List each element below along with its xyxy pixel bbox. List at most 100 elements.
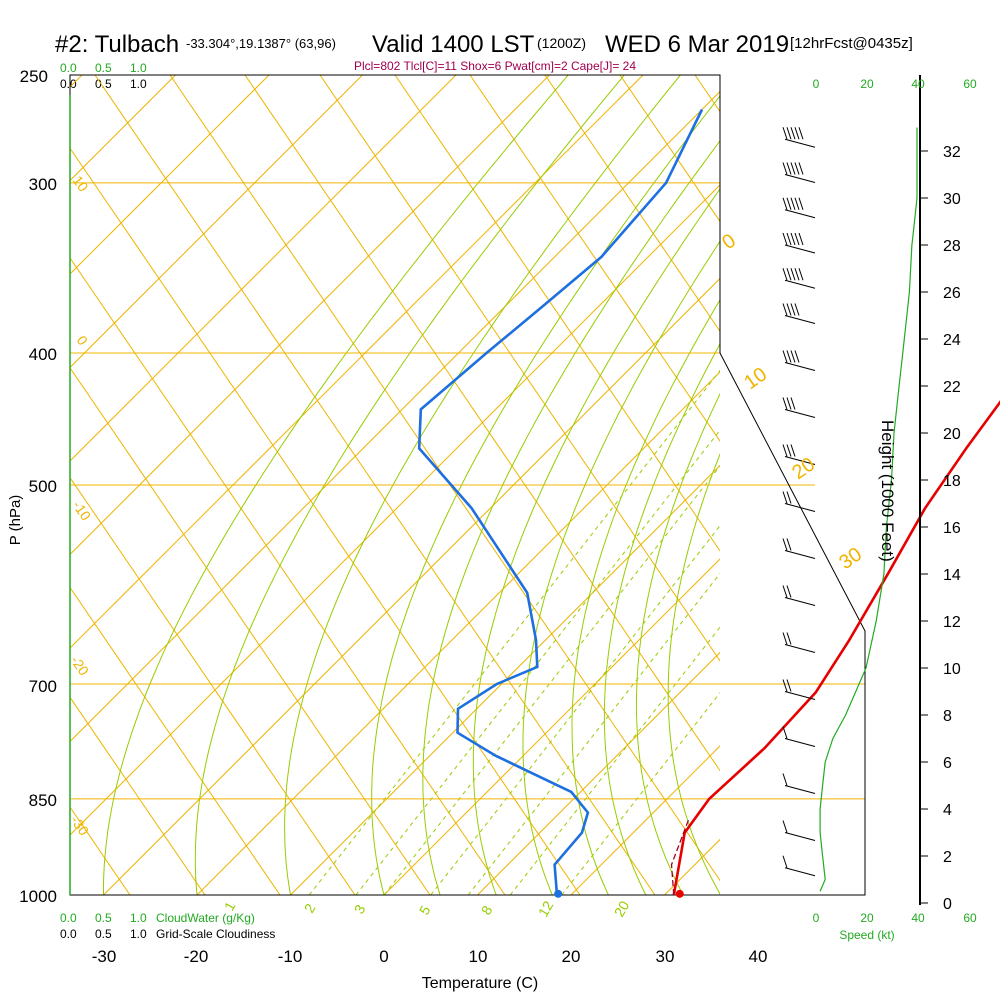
cloudiness-bottom-tick-0: 0.0 <box>60 927 77 941</box>
wind-barb-feather <box>790 127 796 140</box>
wind-barb-feather <box>782 538 788 551</box>
height-axis-label: Height (1000 Feet) <box>878 420 897 562</box>
moist-adiabat-line <box>103 75 569 895</box>
p-tick-300: 300 <box>29 175 57 194</box>
height-tick-label: 26 <box>943 285 961 302</box>
speed-bottom-tick-20: 20 <box>860 911 874 925</box>
wind-barb-feather <box>782 820 788 833</box>
moist-adiabat-line <box>472 188 720 895</box>
cloudiness-top-tick-0: 0.0 <box>60 77 77 91</box>
cloud-top-tick-1: 0.5 <box>95 61 112 75</box>
temperature-axis-label: Temperature (C) <box>422 975 538 992</box>
t-tick-20: 20 <box>562 947 581 966</box>
t-tick-30: 30 <box>656 947 675 966</box>
dewpoint-line <box>417 108 704 896</box>
temperature-line <box>672 400 1000 896</box>
wind-barb-feather <box>786 632 792 645</box>
mixing-label-20: 20 <box>611 898 633 920</box>
wind-barb-feather <box>790 162 796 175</box>
site-title: #2: Tulbach <box>55 31 179 58</box>
moist-adiabat-line <box>571 298 720 895</box>
height-tick-label: 0 <box>943 896 952 913</box>
wind-barb-feather <box>782 232 788 246</box>
cloudiness-bottom-tick-2: 1.0 <box>130 927 147 941</box>
dry-adiabat-line <box>70 696 206 895</box>
wind-barb-feather <box>794 127 800 140</box>
wind-barb-feather <box>786 303 792 316</box>
wind-barb-shaft <box>784 644 816 653</box>
wind-speed-profile <box>819 127 918 892</box>
surface-dewpoint-marker <box>554 889 563 898</box>
wind-barb-feather <box>782 350 788 363</box>
cloud-top-tick-2: 1.0 <box>130 61 147 75</box>
cloudwater-ticks-top: 0.0 0.5 1.0 0.0 0.5 1.0 <box>60 61 147 91</box>
wind-barb-feather <box>790 197 796 210</box>
wind-barb-feather <box>794 232 800 246</box>
height-tick-label: 28 <box>943 238 961 255</box>
stability-params: Plcl=802 Tlcl[C]=11 Shox=6 Pwat[cm]=2 Ca… <box>354 59 636 73</box>
mixing-label-3: 3 <box>351 902 369 917</box>
height-tick-label: 16 <box>943 520 961 537</box>
pressure-axis: 250 300 400 500 700 850 1000 P (hPa) <box>7 67 57 906</box>
moist-adiabat-line <box>635 392 720 895</box>
wind-barb-feather <box>782 632 788 645</box>
speed-bottom-tick-40: 40 <box>911 911 925 925</box>
cloudiness-label: Grid-Scale Cloudiness <box>156 927 275 941</box>
dry-adiabat-line <box>70 586 281 895</box>
isotherm-line <box>477 651 720 895</box>
moist-adiabat-line <box>667 452 720 895</box>
valid-date: WED 6 Mar 2019 <box>605 31 789 58</box>
wind-barb-shaft <box>784 279 816 289</box>
isotherm-line <box>70 75 457 462</box>
p-tick-1000: 1000 <box>19 887 57 906</box>
isotherm-label-left-0: 0 <box>74 333 92 349</box>
height-tick-label: 6 <box>943 755 952 772</box>
cloud-bottom-tick-0: 0.0 <box>60 911 77 925</box>
isotherm-line <box>383 558 720 895</box>
mixing-label-12: 12 <box>535 898 557 920</box>
wind-barb-feather <box>786 197 792 210</box>
height-tick-label: 20 <box>943 426 961 443</box>
isotherm-line <box>570 745 720 895</box>
wind-barb-shaft <box>784 597 816 606</box>
speed-bottom-tick-0: 0 <box>813 911 820 925</box>
p-tick-850: 850 <box>29 791 57 810</box>
p-tick-250: 250 <box>20 67 48 86</box>
wind-barb-shaft <box>784 832 816 841</box>
wind-barb-shaft <box>784 503 816 512</box>
pressure-axis-label: P (hPa) <box>7 495 24 546</box>
t-tick-m30: -30 <box>92 947 117 966</box>
valid-time: Valid 1400 LST <box>372 31 535 58</box>
wind-barb-shaft <box>784 244 816 254</box>
cloud-bottom-tick-1: 0.5 <box>95 911 112 925</box>
height-tick-label: 4 <box>943 802 952 819</box>
wind-barb-shaft <box>784 138 816 148</box>
t-tick-m20: -20 <box>184 947 209 966</box>
surface-temperature-marker <box>675 889 684 898</box>
wind-barb-feather <box>790 268 796 281</box>
wind-barb-shaft <box>784 867 816 877</box>
wind-barb-feather <box>790 350 796 363</box>
cloudwater-ticks-bottom: 0.0 0.5 1.0 CloudWater (g/Kg) 0.0 0.5 1.… <box>60 911 275 941</box>
wind-barb-feather <box>782 855 788 868</box>
wind-barb-shaft <box>784 456 816 465</box>
dry-adiabat-line <box>995 75 1000 895</box>
wind-barb-feather <box>790 444 796 457</box>
moist-adiabat-line <box>522 240 720 895</box>
cloud-bottom-tick-2: 1.0 <box>130 911 147 925</box>
p-tick-500: 500 <box>29 477 57 496</box>
site-coords: -33.304°,19.1387° (63,96) <box>186 36 336 51</box>
p-tick-400: 400 <box>29 345 57 364</box>
wind-barb-shaft <box>784 691 816 700</box>
wind-barb-shaft <box>784 315 816 324</box>
wind-barb-feather <box>786 268 792 281</box>
wind-barb-feather <box>798 232 804 246</box>
wind-barb-shaft <box>784 209 816 219</box>
height-tick-label: 10 <box>943 661 961 678</box>
wind-barb-feather <box>782 679 788 692</box>
mixing-ratio-labels: 1 2 3 5 8 12 20 <box>221 898 633 920</box>
t-tick-40: 40 <box>749 947 768 966</box>
wind-barb-feather <box>786 444 792 457</box>
wind-barb-feather <box>786 585 792 598</box>
mixing-label-5: 5 <box>416 903 434 918</box>
